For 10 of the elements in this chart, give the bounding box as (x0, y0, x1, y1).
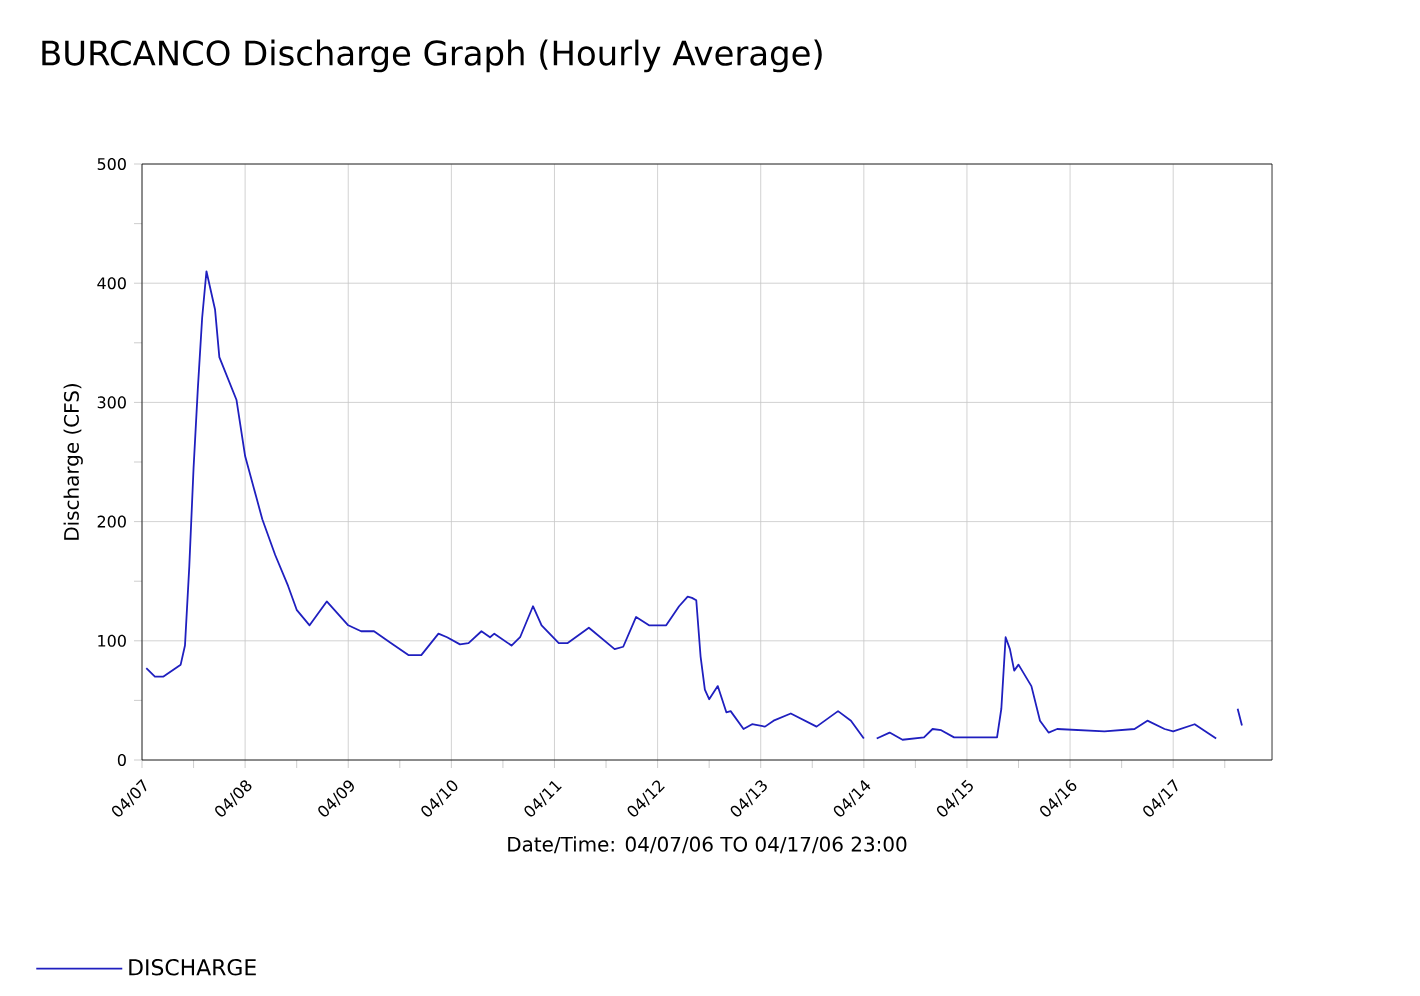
y-axis-title: Discharge (CFS) (63, 384, 83, 540)
y-tick-label: 300 (97, 396, 126, 409)
y-tick-label: 0 (117, 753, 126, 767)
x-axis-title: Date/Time: 04/07/06 TO 04/17/06 23:00 (508, 836, 907, 854)
y-tick-label: 500 (97, 157, 126, 171)
chart-title: BURCANCO Discharge Graph (Hourly Average) (42, 39, 822, 73)
y-tick-label: 400 (97, 277, 126, 290)
y-tick-label: 200 (97, 515, 126, 528)
legend-label: DISCHARGE (129, 958, 256, 976)
y-tick-label: 100 (98, 634, 126, 647)
